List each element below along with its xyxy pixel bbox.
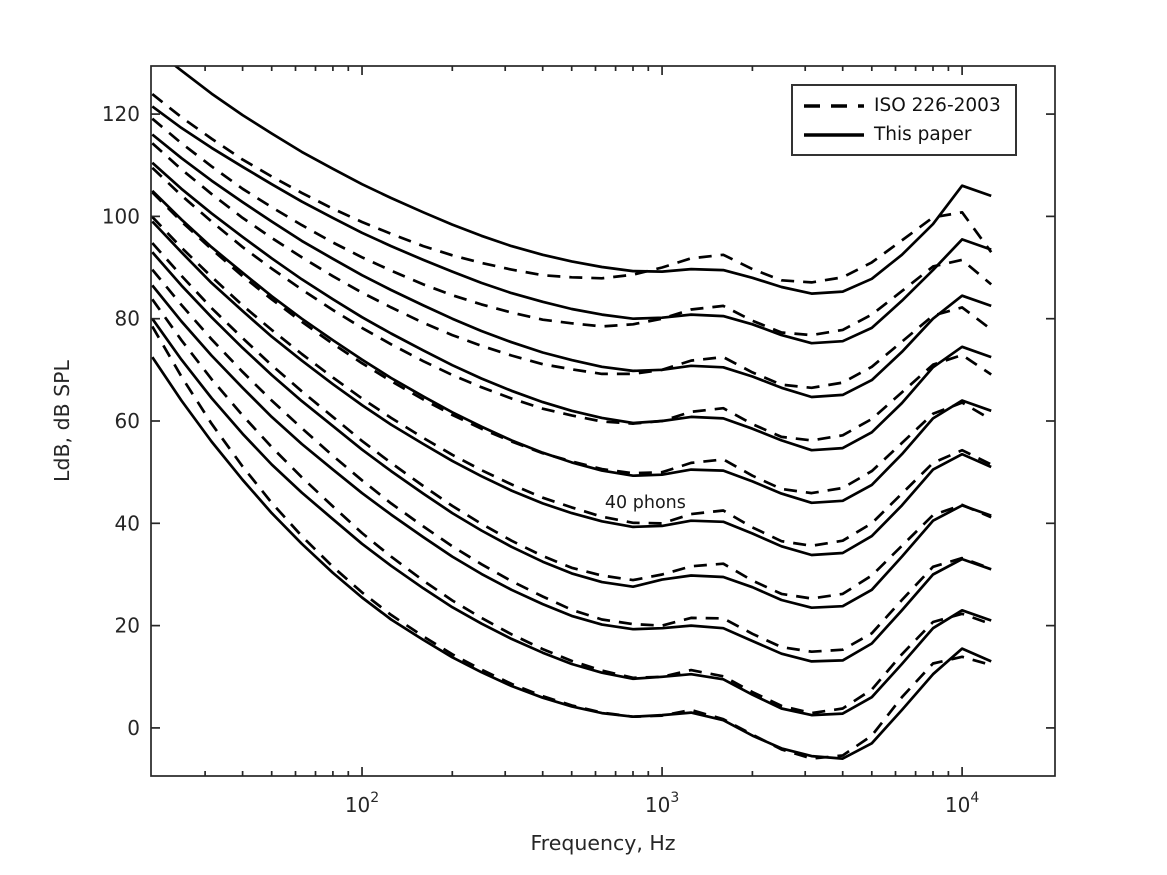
this-paper-curve-80-phon — [151, 105, 992, 345]
iso-226-curve-30-phon — [151, 242, 992, 600]
iso-226-curve-0-phon — [151, 325, 992, 760]
y-tick-label: 60 — [115, 409, 140, 433]
y-tick-label: 0 — [127, 716, 140, 740]
curves-group — [151, 66, 993, 760]
y-axis-label: LdB, dB SPL — [50, 360, 74, 482]
axis-ticks — [151, 66, 1055, 776]
y-tick-label: 80 — [115, 307, 140, 331]
this-paper-curve-10-phon — [151, 317, 992, 717]
iso-226-curve-10-phon — [151, 298, 992, 715]
iso-226-curve-60-phon — [151, 166, 992, 442]
x-tick-label: 103 — [645, 790, 679, 817]
x-tick-label: 102 — [345, 790, 379, 817]
iso-226-curve-70-phon — [151, 142, 993, 390]
legend-entry-iso: ISO 226-2003 — [803, 92, 1001, 119]
iso-226-curve-20-phon — [151, 268, 992, 654]
y-tick-label: 20 — [115, 614, 140, 638]
iso-226-curve-50-phon — [151, 191, 992, 495]
x-tick-label: 104 — [945, 790, 979, 817]
this-paper-curve-70-phon — [151, 133, 992, 399]
x-axis-label: Frequency, Hz — [530, 831, 676, 855]
this-paper-curve-90-phon — [173, 66, 992, 295]
this-paper-curve-40-phon — [151, 220, 992, 557]
legend: ISO 226-2003 This paper — [791, 84, 1017, 156]
this-paper-curve-20-phon — [151, 284, 992, 663]
iso-226-curve-90-phon — [151, 93, 993, 284]
legend-entry-paper: This paper — [803, 121, 1001, 148]
y-tick-label: 120 — [102, 102, 140, 126]
curve-annotation-40-phons: 40 phons — [604, 492, 686, 513]
legend-label-iso: ISO 226-2003 — [874, 95, 1001, 116]
this-paper-curve-30-phon — [151, 251, 992, 610]
this-paper-curve-50-phon — [151, 189, 992, 505]
solid-line-sample-icon — [804, 132, 864, 137]
iso-226-curve-40-phon — [151, 215, 992, 548]
dashed-line-sample-icon — [804, 103, 864, 108]
iso-226-curve-80-phon — [151, 117, 993, 337]
y-tick-label: 100 — [102, 204, 140, 228]
this-paper-curve-0-phon — [151, 356, 992, 760]
y-tick-label: 40 — [115, 511, 140, 535]
legend-label-paper: This paper — [874, 124, 972, 145]
this-paper-curve-60-phon — [151, 161, 992, 452]
